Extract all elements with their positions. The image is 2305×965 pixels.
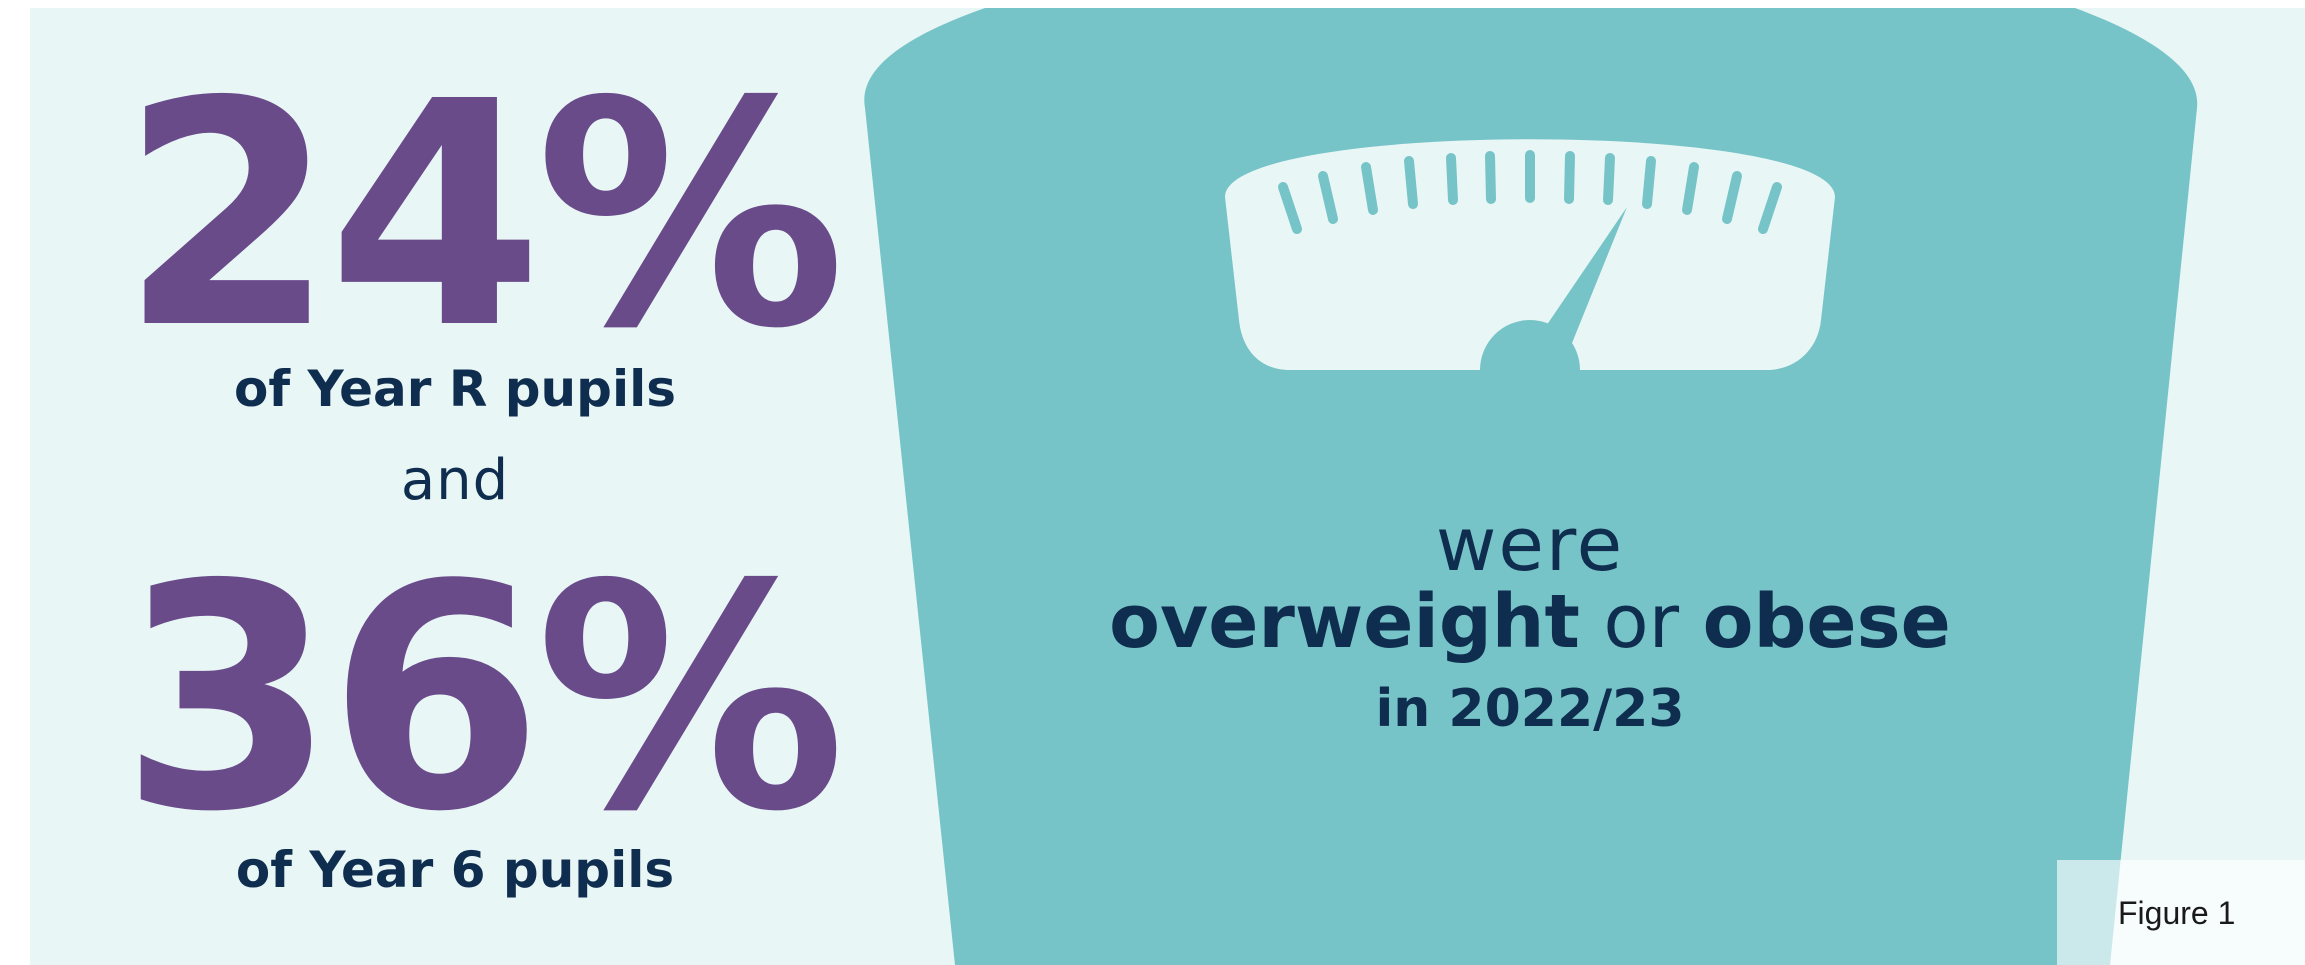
year-6-caption: of Year 6 pupils	[235, 841, 675, 899]
were-text: were	[1435, 502, 1625, 588]
dial-ticks	[1278, 150, 1782, 234]
headline: overweight or obese	[1109, 585, 1951, 659]
overweight-text: overweight	[1109, 579, 1580, 665]
figure-label-box	[2057, 860, 2305, 965]
year-r-caption: of Year R pupils	[234, 360, 676, 418]
year-r-percentage: 24%	[120, 36, 846, 397]
year-6-percentage: 36%	[120, 519, 846, 880]
connector-text: and	[400, 448, 510, 513]
or-text: or	[1603, 579, 1680, 665]
period-text: in 2022/23	[1375, 679, 1685, 739]
figure-label: Figure 1	[2118, 895, 2236, 931]
scale-body	[864, 8, 2198, 965]
scale-dial-icon	[1225, 139, 1835, 370]
dial-needle-icon	[1484, 207, 1627, 416]
obese-text: obese	[1702, 579, 1951, 665]
